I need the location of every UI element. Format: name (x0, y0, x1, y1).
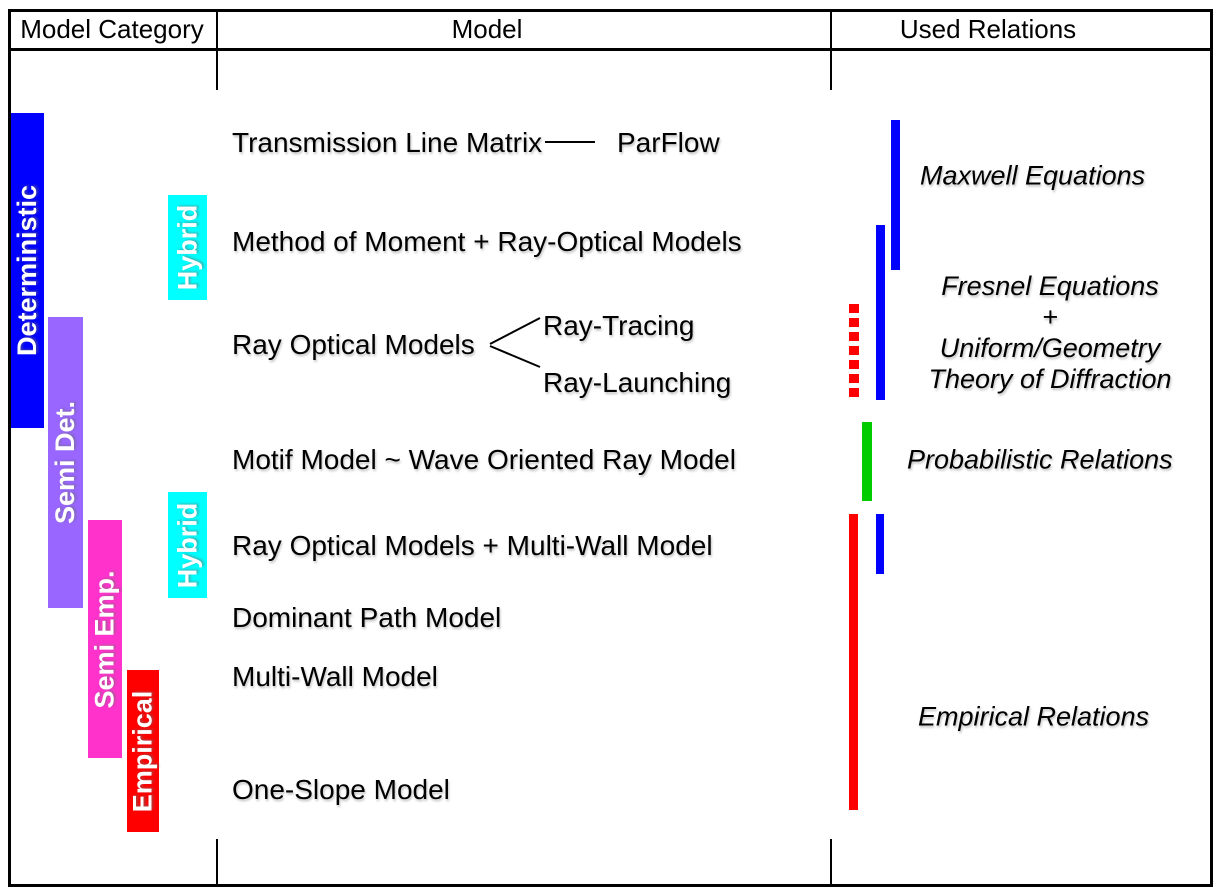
category-bar-deterministic: Deterministic (11, 113, 44, 428)
model-multi-wall: Multi-Wall Model (232, 661, 438, 692)
relation-bar-hybrid-blue (876, 514, 884, 574)
category-label-hybrid-upper: Hybrid (172, 204, 203, 291)
relation-probabilistic-relations: Probabilistic Relations (907, 444, 1173, 475)
relation-fresnel-line-2: + (1042, 302, 1058, 332)
relation-fresnel-line-1: Fresnel Equations (941, 271, 1159, 301)
category-label-semi-empirical: Semi Emp. (89, 569, 120, 709)
category-label-semi-deterministic: Semi Det. (50, 400, 81, 525)
model-ray-optical-multi-wall: Ray Optical Models + Multi-Wall Model (232, 530, 713, 561)
relation-empirical-relations: Empirical Relations (918, 701, 1150, 732)
relation-bar-red-dotted (849, 304, 859, 398)
column-divider-2-top (830, 9, 832, 90)
column-divider-2-bottom (830, 839, 832, 884)
model-method-of-moment: Method of Moment + Ray-Optical Models (232, 226, 742, 257)
model-ray-launching: Ray-Launching (543, 367, 732, 398)
relation-fresnel-line-3: Uniform/Geometry (939, 333, 1161, 363)
model-motif-model: Motif Model ~ Wave Oriented Ray Model (232, 444, 736, 475)
table-border (8, 9, 1213, 887)
relation-maxwell-equations: Maxwell Equations (920, 160, 1146, 191)
category-bar-hybrid-upper: Hybrid (168, 195, 207, 300)
model-transmission-line-matrix: Transmission Line Matrix (232, 127, 543, 158)
category-bar-hybrid-lower: Hybrid (168, 492, 207, 598)
header-separator-line (8, 48, 1213, 51)
model-ray-tracing: Ray-Tracing (543, 310, 695, 341)
model-dominant-path: Dominant Path Model (232, 602, 502, 633)
category-label-deterministic: Deterministic (12, 184, 42, 357)
connector-line-tlm-parflow (545, 141, 595, 143)
header-used-relations: Used Relations (899, 13, 1077, 44)
column-divider-1-bottom (216, 839, 218, 884)
relation-bar-probabilistic-green (862, 422, 872, 501)
header-model: Model (451, 13, 523, 44)
relation-bar-fresnel-blue (876, 225, 885, 400)
model-ray-optical-models: Ray Optical Models (232, 329, 475, 360)
branch-connector-lines (489, 317, 541, 368)
category-bar-semi-deterministic: Semi Det. (48, 317, 83, 608)
relation-fresnel-utd-block: Fresnel Equations + Uniform/Geometry The… (900, 271, 1200, 395)
column-divider-1-top (216, 9, 218, 90)
relation-bar-maxwell-blue (891, 120, 900, 270)
category-label-empirical: Empirical (127, 690, 158, 812)
category-bar-empirical: Empirical (127, 670, 159, 832)
relation-bar-empirical-red (849, 514, 858, 810)
model-parflow: ParFlow (617, 127, 720, 158)
model-one-slope: One-Slope Model (232, 774, 450, 805)
header-model-category: Model Category (20, 13, 204, 44)
category-bar-semi-empirical: Semi Emp. (88, 520, 122, 758)
relation-fresnel-line-4: Theory of Diffraction (928, 364, 1172, 394)
category-label-hybrid-lower: Hybrid (172, 502, 203, 588)
